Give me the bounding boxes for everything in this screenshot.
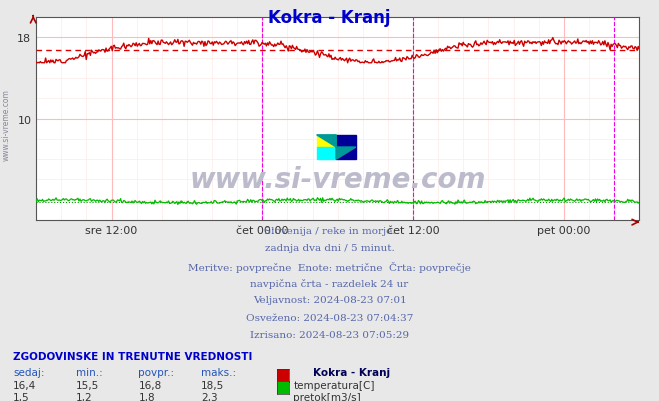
Text: 16,8: 16,8 — [138, 380, 161, 390]
Text: Veljavnost: 2024-08-23 07:01: Veljavnost: 2024-08-23 07:01 — [252, 296, 407, 304]
Text: 1,8: 1,8 — [138, 392, 155, 401]
Text: Osveženo: 2024-08-23 07:04:37: Osveženo: 2024-08-23 07:04:37 — [246, 313, 413, 322]
Text: zadnja dva dni / 5 minut.: zadnja dva dni / 5 minut. — [265, 244, 394, 253]
Text: Kokra - Kranj: Kokra - Kranj — [268, 9, 391, 27]
Bar — [316, 136, 336, 148]
Text: pretok[m3/s]: pretok[m3/s] — [293, 392, 361, 401]
Text: ZGODOVINSKE IN TRENUTNE VREDNOSTI: ZGODOVINSKE IN TRENUTNE VREDNOSTI — [13, 351, 252, 361]
Polygon shape — [336, 148, 356, 160]
Text: navpična črta - razdelek 24 ur: navpična črta - razdelek 24 ur — [250, 278, 409, 288]
Text: www.si-vreme.com: www.si-vreme.com — [190, 166, 486, 194]
Text: Slovenija / reke in morje.: Slovenija / reke in morje. — [264, 227, 395, 235]
Text: www.si-vreme.com: www.si-vreme.com — [2, 89, 11, 160]
Bar — [316, 148, 336, 160]
Text: Kokra - Kranj: Kokra - Kranj — [313, 367, 390, 377]
Text: povpr.:: povpr.: — [138, 367, 175, 377]
Text: maks.:: maks.: — [201, 367, 236, 377]
Text: Meritve: povprečne  Enote: metrične  Črta: povprečje: Meritve: povprečne Enote: metrične Črta:… — [188, 261, 471, 272]
Text: 18,5: 18,5 — [201, 380, 224, 390]
Text: temperatura[C]: temperatura[C] — [293, 380, 375, 390]
Text: Izrisano: 2024-08-23 07:05:29: Izrisano: 2024-08-23 07:05:29 — [250, 330, 409, 339]
Text: 1,2: 1,2 — [76, 392, 92, 401]
Polygon shape — [316, 136, 336, 148]
Bar — [336, 136, 356, 160]
Text: min.:: min.: — [76, 367, 103, 377]
Text: 1,5: 1,5 — [13, 392, 30, 401]
Text: 16,4: 16,4 — [13, 380, 36, 390]
Text: 2,3: 2,3 — [201, 392, 217, 401]
Text: 15,5: 15,5 — [76, 380, 99, 390]
Text: sedaj:: sedaj: — [13, 367, 45, 377]
